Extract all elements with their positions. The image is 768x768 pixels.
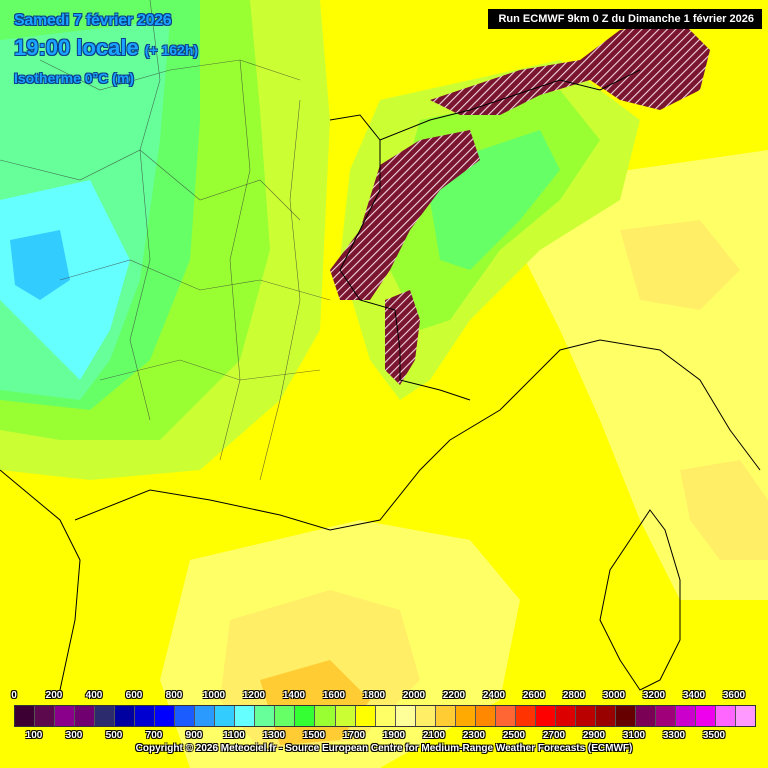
run-info-banner: Run ECMWF 9km 0 Z du Dimanche 1 février … [488,9,762,29]
legend-label-bottom: 3500 [702,730,726,741]
country-borders [0,69,761,691]
legend-label-top: 3200 [642,690,666,701]
forecast-time: 19:00 locale (+ 162h) [14,35,198,61]
legend-label-top: 2800 [562,690,586,701]
legend-label-top: 400 [85,690,103,701]
legend-label-bottom: 1100 [223,730,245,741]
legend-swatch [455,706,476,726]
legend-swatch [475,706,496,726]
legend-labels-bottom: 100 300 500 700 900 1100 1300 1500 1700 1900 2100 2… [0,730,768,744]
copyright-notice: Copyright © 2026 Meteociel.fr - Source E… [135,743,633,754]
legend-labels-top: 0 200 400 600 800 1000 1200 1400 1600 1800 2000 220… [0,690,768,704]
forecast-date: Samedi 7 février 2026 [14,12,172,29]
legend-label-top: 2200 [442,690,466,701]
legend-swatch [15,706,36,726]
legend-swatch [135,706,156,726]
legend-swatch [555,706,576,726]
legend-label-top: 1200 [242,690,266,701]
legend-swatch [255,706,276,726]
legend-swatch [575,706,596,726]
legend-label-bottom: 300 [65,730,83,741]
legend-label-bottom: 2700 [542,730,566,741]
legend-swatch [355,706,376,726]
legend-label-top: 3600 [722,690,746,701]
legend-swatch [275,706,296,726]
legend-swatch [736,706,756,726]
legend-label-bottom: 900 [185,730,203,741]
legend-swatch [535,706,556,726]
hatched-area-south [385,290,420,385]
legend-swatch [95,706,116,726]
legend-swatch [615,706,636,726]
legend-swatch [55,706,76,726]
legend-label-top: 1000 [202,690,226,701]
region-borders [0,0,331,481]
legend-label-bottom: 2100 [422,730,446,741]
legend-label-top: 1400 [282,690,306,701]
legend-swatch [656,706,677,726]
legend-label-bottom: 2300 [462,730,486,741]
hatched-area-north [430,20,710,115]
legend-swatch [435,706,456,726]
legend-swatch [515,706,536,726]
legend-swatch [155,706,176,726]
parameter-label: Isotherme 0°C (m) [14,70,134,86]
legend-label-bottom: 1500 [302,730,326,741]
legend-swatch [395,706,416,726]
legend-swatch [696,706,717,726]
legend-label-top: 2000 [402,690,426,701]
legend-color-bar [14,705,756,727]
legend-label-top: 1600 [322,690,346,701]
legend-swatch [415,706,436,726]
legend-label-top: 3000 [602,690,626,701]
legend-label-bottom: 1300 [262,730,286,741]
legend-label-bottom: 3100 [622,730,646,741]
legend-swatch [595,706,616,726]
legend-swatch [635,706,656,726]
legend-label-bottom: 1900 [382,730,406,741]
legend-label-bottom: 700 [145,730,163,741]
legend-label-top: 2400 [482,690,506,701]
forecast-offset: (+ 162h) [144,42,199,58]
field-1200 [10,230,70,300]
legend-swatch [215,706,236,726]
legend-label-bottom: 1700 [342,730,366,741]
legend-label-bottom: 100 [25,730,43,741]
legend-swatch [75,706,96,726]
legend-swatch [335,706,356,726]
legend-label-top: 0 [11,690,17,701]
legend-swatch [35,706,56,726]
field-2000-italy [620,220,740,310]
legend-label-top: 600 [125,690,143,701]
legend-label-bottom: 500 [105,730,123,741]
legend-swatch [115,706,136,726]
legend-swatch [235,706,256,726]
legend-label-bottom: 3300 [662,730,686,741]
legend-label-top: 2600 [522,690,546,701]
legend-label-bottom: 2500 [502,730,526,741]
legend-swatch [315,706,336,726]
forecast-time-value: 19:00 locale [14,35,139,60]
legend-label-top: 1800 [362,690,386,701]
legend-swatch [676,706,697,726]
legend-swatch [375,706,396,726]
legend-label-top: 200 [45,690,63,701]
legend-swatch [295,706,316,726]
legend-label-bottom: 2900 [582,730,606,741]
legend-swatch [175,706,196,726]
legend-swatch [495,706,516,726]
field-2000-corsica [680,460,768,560]
legend-swatch [716,706,737,726]
legend-label-top: 800 [165,690,183,701]
hatched-area-alps [330,130,480,300]
legend-label-top: 3400 [682,690,706,701]
legend-swatch [195,706,216,726]
